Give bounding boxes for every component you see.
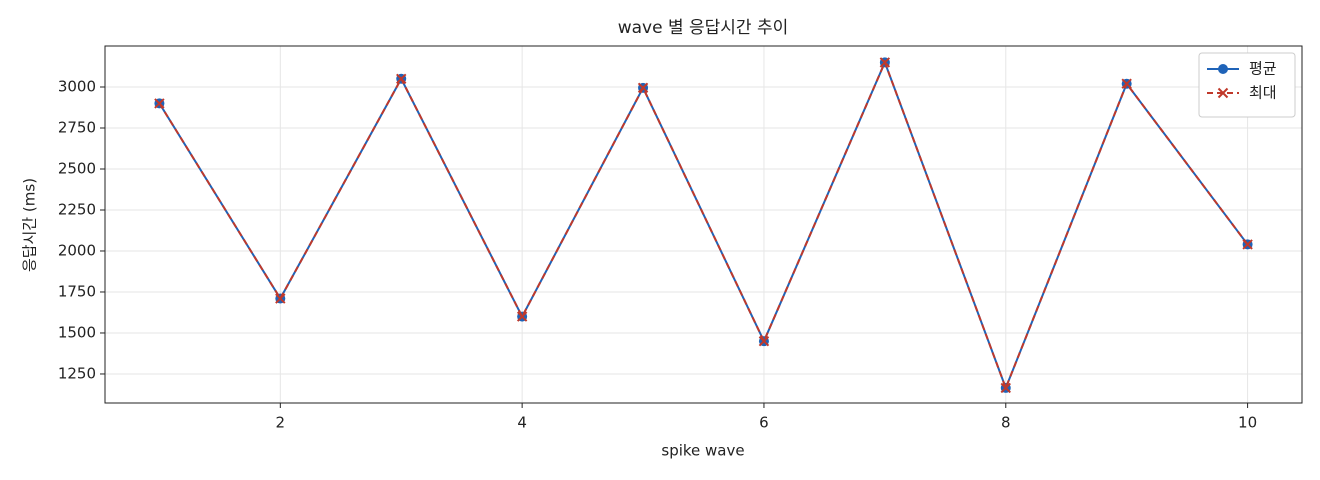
x-tick-label: 10	[1238, 414, 1257, 432]
marker	[1000, 382, 1011, 394]
marker	[879, 57, 891, 68]
y-tick-label: 2000	[58, 241, 96, 259]
marker	[275, 293, 286, 304]
plot-frame	[104, 45, 1303, 404]
marker	[1121, 78, 1132, 89]
x-tick-label: 4	[517, 414, 527, 432]
series-line	[158, 59, 1249, 391]
marker	[1242, 239, 1253, 250]
marker	[758, 335, 770, 347]
legend-label: 평균	[1249, 60, 1277, 78]
series-line	[158, 59, 1249, 391]
x-tick-label: 2	[276, 414, 286, 432]
x-axis-label: spike wave	[661, 442, 744, 460]
y-tick-label: 2500	[58, 159, 96, 177]
y-tick-label: 1250	[58, 364, 96, 382]
marker	[1217, 87, 1229, 99]
marker	[396, 73, 407, 85]
y-tick-label: 2750	[58, 118, 96, 136]
legend-box	[1198, 52, 1296, 118]
x-tick-label: 8	[1001, 414, 1011, 432]
y-tick-label: 1750	[58, 282, 96, 300]
y-axis-label: 응답시간 (ms)	[21, 178, 39, 272]
y-tick-label: 3000	[58, 77, 96, 95]
y-tick-label: 1500	[58, 323, 96, 341]
chart-title: wave 별 응답시간 추이	[618, 18, 789, 38]
marker	[1218, 64, 1228, 74]
x-tick-label: 6	[759, 414, 769, 432]
marker	[516, 311, 528, 322]
legend-label: 최대	[1249, 84, 1277, 102]
marker	[637, 82, 649, 94]
marker	[154, 98, 165, 109]
y-tick-label: 2250	[58, 200, 96, 218]
